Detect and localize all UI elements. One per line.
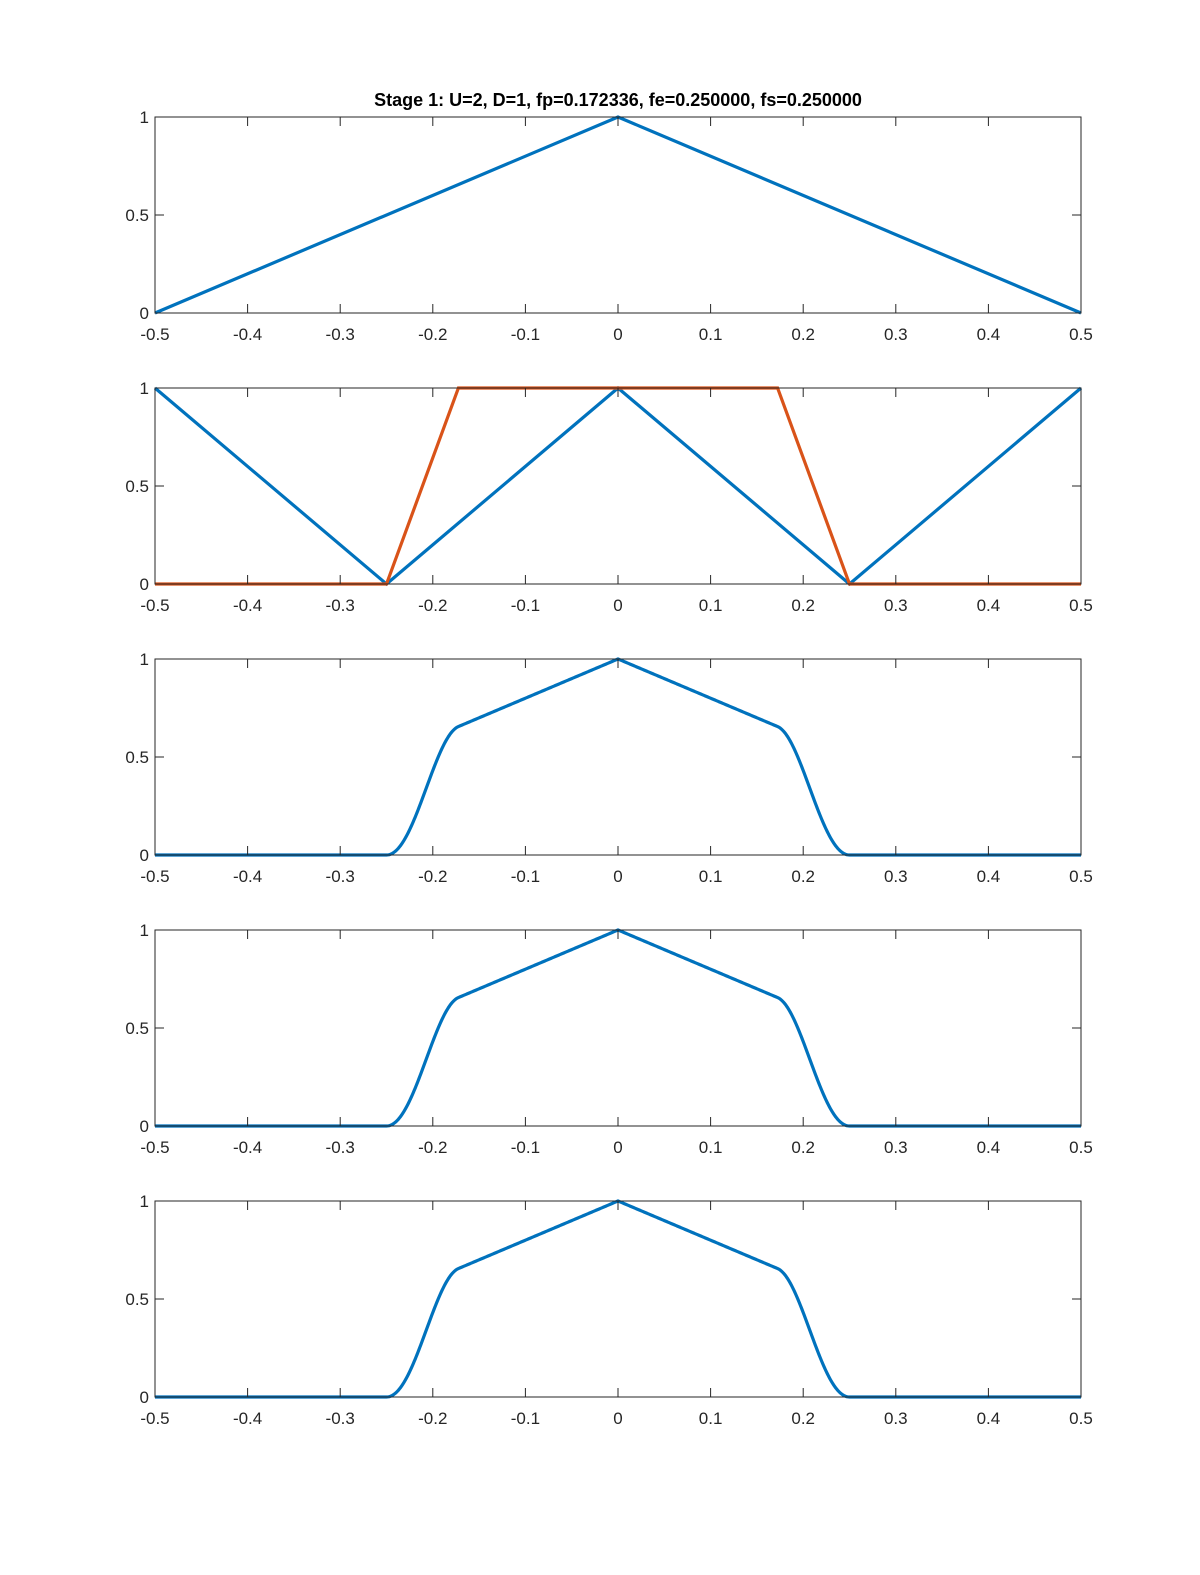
y-tick-label: 0 — [140, 1117, 149, 1136]
x-tick-label: -0.1 — [511, 867, 540, 886]
figure-title: Stage 1: U=2, D=1, fp=0.172336, fe=0.250… — [374, 90, 862, 110]
x-tick-label: -0.4 — [233, 596, 262, 615]
subplots: -0.5 -0.4 -0.3 -0.2 -0.1 0 0.1 0.2 0.3 0.4 0.5 0 0.5… — [125, 108, 1092, 1428]
x-tick-label: 0.1 — [699, 596, 723, 615]
series-line-1 — [154, 115, 1082, 315]
series-line-1 — [155, 1199, 1081, 1399]
x-tick-label: 0.4 — [977, 867, 1001, 886]
axes-box — [154, 387, 1082, 585]
x-tick-label: 0 — [613, 1138, 622, 1157]
x-tick-label: -0.1 — [511, 1409, 540, 1428]
subplot-3: -0.5 -0.4 -0.3 -0.2 -0.1 0 0.1 0.2 0.3 0.4 0.5 0 0.5… — [125, 650, 1092, 886]
series-line-1 — [155, 928, 1081, 1128]
x-tick-label: -0.1 — [511, 1138, 540, 1157]
x-tick-label: 0.5 — [1069, 1138, 1093, 1157]
x-tick-label: 0 — [613, 596, 622, 615]
x-tick-label: -0.5 — [140, 1409, 169, 1428]
x-tick-label: 0.1 — [699, 325, 723, 344]
x-tick-label: -0.3 — [326, 596, 355, 615]
x-tick-label: -0.2 — [418, 1409, 447, 1428]
x-tick-label: 0.3 — [884, 596, 908, 615]
subplot-1: -0.5 -0.4 -0.3 -0.2 -0.1 0 0.1 0.2 0.3 0.4 0.5 0 0.5… — [125, 108, 1092, 344]
x-tick-label: -0.3 — [326, 325, 355, 344]
x-tick-label: 0.3 — [884, 1138, 908, 1157]
series-line-1 — [155, 657, 1081, 857]
x-tick-label: 0.2 — [791, 325, 815, 344]
y-tick-label: 0 — [140, 304, 149, 323]
x-tick-label: 0.5 — [1069, 1409, 1093, 1428]
x-tick-label: -0.3 — [326, 867, 355, 886]
series-line-2 — [155, 386, 1081, 586]
axes-box — [154, 929, 1082, 1127]
x-tick-label: -0.4 — [233, 325, 262, 344]
x-tick-label: -0.2 — [418, 867, 447, 886]
x-tick-label: 0.1 — [699, 1409, 723, 1428]
y-tick-label: 0.5 — [125, 1019, 149, 1038]
y-tick-label: 0.5 — [125, 1290, 149, 1309]
x-tick-label: -0.3 — [326, 1138, 355, 1157]
subplot-5: -0.5 -0.4 -0.3 -0.2 -0.1 0 0.1 0.2 0.3 0.4 0.5 0 0.5… — [125, 1192, 1092, 1428]
x-tick-label: 0.3 — [884, 867, 908, 886]
x-tick-label: 0.3 — [884, 1409, 908, 1428]
subplot-2: -0.5 -0.4 -0.3 -0.2 -0.1 0 0.1 0.2 0.3 0.4 0.5 0 0.5… — [125, 379, 1092, 615]
x-tick-label: 0 — [613, 325, 622, 344]
x-tick-label: -0.4 — [233, 867, 262, 886]
x-tick-label: 0.4 — [977, 596, 1001, 615]
subplot-4: -0.5 -0.4 -0.3 -0.2 -0.1 0 0.1 0.2 0.3 0.4 0.5 0 0.5… — [125, 921, 1092, 1157]
x-tick-label: 0.1 — [699, 867, 723, 886]
axes-box — [154, 658, 1082, 856]
x-tick-label: -0.2 — [418, 1138, 447, 1157]
x-tick-label: 0.3 — [884, 325, 908, 344]
x-tick-label: 0 — [613, 1409, 622, 1428]
y-tick-label: 0 — [140, 1388, 149, 1407]
x-tick-label: 0.5 — [1069, 596, 1093, 615]
x-tick-label: 0.4 — [977, 1138, 1001, 1157]
series-line-1 — [153, 385, 1083, 587]
x-tick-label: -0.1 — [511, 325, 540, 344]
x-tick-label: 0.4 — [977, 325, 1001, 344]
x-tick-label: -0.3 — [326, 1409, 355, 1428]
y-tick-label: 0 — [140, 846, 149, 865]
axes-box — [154, 116, 1082, 314]
x-tick-label: 0 — [613, 867, 622, 886]
x-tick-label: 0.2 — [791, 596, 815, 615]
y-tick-label: 1 — [140, 379, 149, 398]
x-tick-label: -0.5 — [140, 596, 169, 615]
x-tick-label: -0.2 — [418, 596, 447, 615]
axes-box — [154, 1200, 1082, 1398]
x-tick-label: 0.2 — [791, 1138, 815, 1157]
x-tick-label: -0.1 — [511, 596, 540, 615]
x-tick-label: -0.4 — [233, 1138, 262, 1157]
y-tick-label: 0.5 — [125, 748, 149, 767]
x-tick-label: -0.2 — [418, 325, 447, 344]
y-tick-label: 1 — [140, 108, 149, 127]
x-tick-label: 0.5 — [1069, 325, 1093, 344]
x-tick-label: -0.5 — [140, 325, 169, 344]
x-tick-label: 0.1 — [699, 1138, 723, 1157]
x-tick-label: 0.2 — [791, 1409, 815, 1428]
y-tick-label: 1 — [140, 1192, 149, 1211]
x-tick-label: 0.2 — [791, 867, 815, 886]
x-tick-label: 0.5 — [1069, 867, 1093, 886]
y-tick-label: 1 — [140, 650, 149, 669]
y-tick-label: 0.5 — [125, 206, 149, 225]
y-tick-label: 1 — [140, 921, 149, 940]
x-tick-label: -0.4 — [233, 1409, 262, 1428]
y-tick-label: 0 — [140, 575, 149, 594]
y-tick-label: 0.5 — [125, 477, 149, 496]
x-tick-label: 0.4 — [977, 1409, 1001, 1428]
x-tick-label: -0.5 — [140, 867, 169, 886]
x-tick-label: -0.5 — [140, 1138, 169, 1157]
